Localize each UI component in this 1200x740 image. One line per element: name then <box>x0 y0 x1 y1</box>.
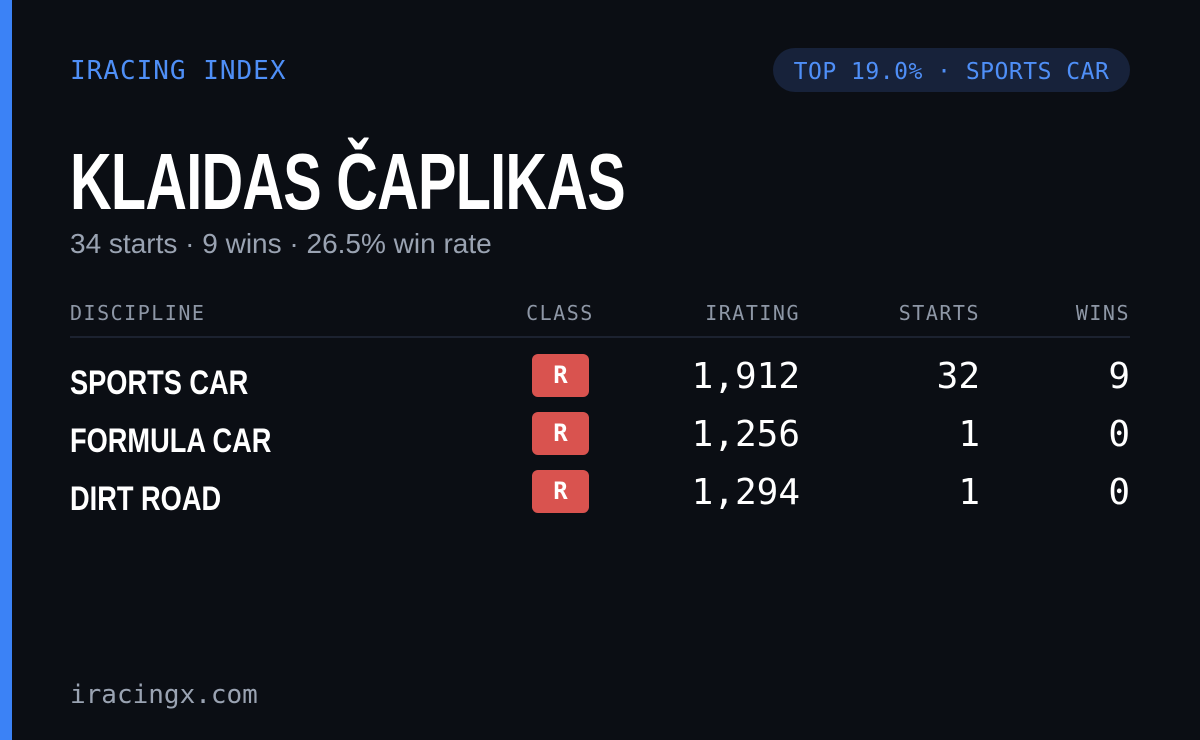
column-header: WINS <box>1075 301 1130 325</box>
starts: 32 <box>936 356 980 397</box>
wins: 0 <box>1108 414 1130 455</box>
discipline: FORMULA CAR <box>70 422 272 460</box>
starts: 1 <box>958 414 980 455</box>
irating: 1,294 <box>691 472 800 513</box>
brand: IRACING INDEX <box>70 56 287 86</box>
class-badge: R <box>532 354 589 397</box>
footer-site: iracingx.com <box>70 680 258 710</box>
accent-bar <box>0 0 12 740</box>
column-header: STARTS <box>898 301 980 325</box>
discipline: SPORTS CAR <box>70 364 249 402</box>
discipline: DIRT ROAD <box>70 480 222 518</box>
rank-badge: TOP 19.0% · SPORTS CAR <box>773 48 1130 92</box>
irating: 1,256 <box>691 414 800 455</box>
class-badge: R <box>532 470 589 513</box>
driver-summary: 34 starts · 9 wins · 26.5% win rate <box>70 228 492 259</box>
driver-name: KLAIDAS ČAPLIKAS <box>70 137 626 226</box>
divider <box>70 336 1130 338</box>
column-header: IRATING <box>705 301 800 325</box>
column-header: CLASS <box>526 301 594 325</box>
class-badge: R <box>532 412 589 455</box>
irating: 1,912 <box>691 356 800 397</box>
wins: 9 <box>1108 356 1130 397</box>
wins: 0 <box>1108 472 1130 513</box>
starts: 1 <box>958 472 980 513</box>
column-header: DISCIPLINE <box>70 301 206 325</box>
